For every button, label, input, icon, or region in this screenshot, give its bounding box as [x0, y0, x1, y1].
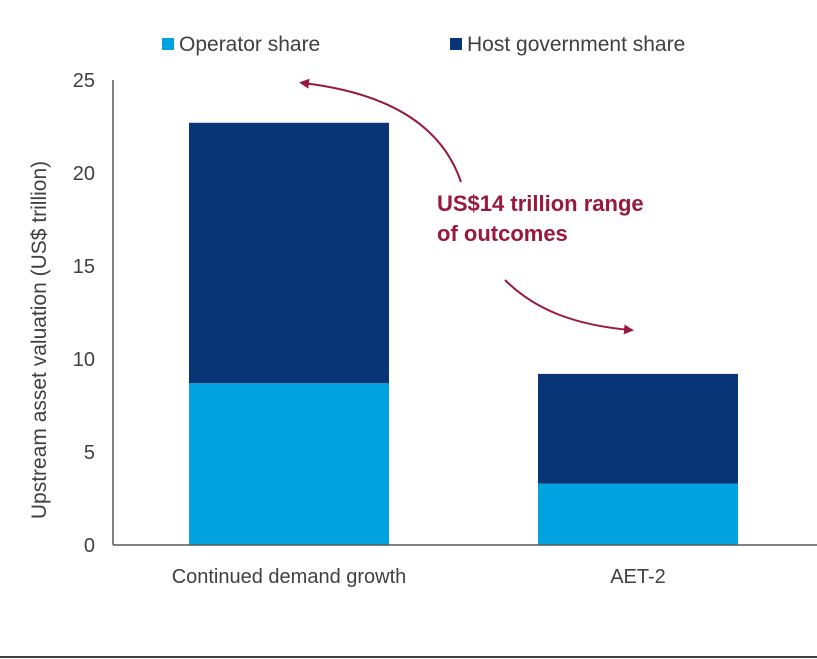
- bar-host-0: [189, 122, 389, 384]
- legend-label-host: Host government share: [467, 33, 685, 56]
- y-tick-label: 0: [84, 535, 95, 557]
- annotation-line-1: US$14 trillion range: [437, 191, 644, 216]
- y-tick-label: 15: [73, 256, 95, 278]
- annotation-line-2: of outcomes: [437, 221, 568, 246]
- y-tick-label: 25: [73, 70, 95, 92]
- x-tick-label: AET-2: [610, 566, 666, 588]
- y-tick-label: 5: [84, 442, 95, 464]
- y-axis-label: Upstream asset valuation (US$ trillion): [28, 161, 51, 519]
- legend-swatch-operator: [162, 38, 174, 50]
- y-tick-label: 10: [73, 349, 95, 371]
- annotation-arrow-down: [504, 279, 634, 335]
- x-tick-label: Continued demand growth: [172, 566, 407, 588]
- bar-operator-1: [538, 483, 738, 545]
- annotation-arrow-up: [299, 78, 462, 183]
- bar-operator-0: [189, 383, 389, 545]
- legend-swatch-host: [450, 38, 462, 50]
- y-tick-label: 20: [73, 163, 95, 185]
- bar-host-1: [538, 373, 738, 484]
- legend-label-operator: Operator share: [179, 33, 320, 56]
